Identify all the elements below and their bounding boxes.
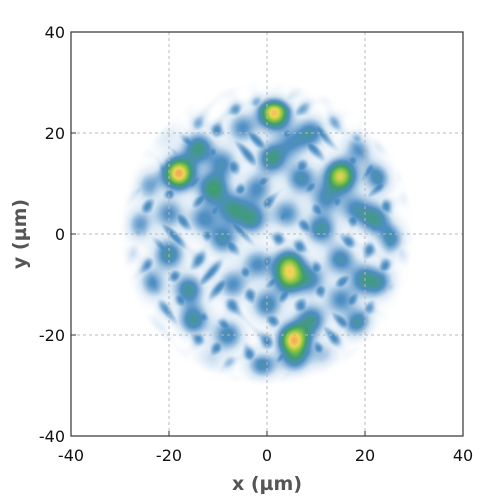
x-tick-label: -40 (58, 446, 84, 465)
x-tick-label: 0 (262, 446, 272, 465)
axis-ticks (70, 31, 464, 437)
y-tick-label: -20 (39, 326, 65, 345)
y-tick-label: 40 (45, 23, 65, 42)
y-tick-labels: -40 -20 0 20 40 (39, 23, 65, 446)
x-tick-labels: -40 -20 0 20 40 (58, 446, 473, 465)
x-axis-label: x (µm) (232, 473, 302, 495)
x-tick-label: 40 (453, 446, 473, 465)
y-tick-label: 0 (55, 225, 65, 244)
y-tick-label: -40 (39, 427, 65, 446)
y-axis-label: y (µm) (9, 199, 31, 269)
x-tick-label: -20 (156, 446, 182, 465)
grid-lines (71, 32, 463, 436)
x-tick-label: 20 (355, 446, 375, 465)
y-tick-label: 20 (45, 124, 65, 143)
